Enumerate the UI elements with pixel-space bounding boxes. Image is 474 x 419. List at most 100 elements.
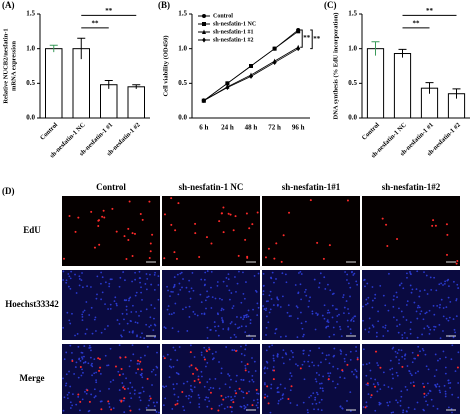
nucleus bbox=[83, 309, 86, 312]
edu-cell bbox=[163, 357, 166, 360]
nucleus bbox=[74, 273, 76, 276]
nucleus bbox=[240, 353, 243, 355]
nucleus bbox=[281, 295, 284, 298]
nucleus bbox=[134, 271, 136, 274]
edu-cell bbox=[309, 199, 312, 202]
edu-cell bbox=[364, 406, 367, 409]
nucleus bbox=[206, 270, 209, 272]
nucleus bbox=[255, 404, 258, 407]
nucleus bbox=[140, 291, 142, 294]
nucleus bbox=[68, 319, 71, 322]
nucleus bbox=[406, 272, 408, 275]
nucleus bbox=[332, 326, 335, 329]
nucleus bbox=[333, 347, 336, 350]
edu-cell bbox=[97, 224, 100, 227]
x-tick-label: Control bbox=[39, 121, 59, 141]
significance-label: ** bbox=[92, 19, 100, 27]
nucleus bbox=[63, 358, 66, 361]
edu-cell bbox=[98, 369, 101, 372]
nucleus bbox=[276, 303, 279, 306]
nucleus bbox=[395, 399, 398, 402]
nucleus bbox=[296, 404, 299, 407]
edu-cell bbox=[198, 256, 201, 259]
nucleus bbox=[144, 354, 146, 357]
nucleus bbox=[318, 374, 321, 376]
nucleus bbox=[398, 362, 400, 365]
nucleus bbox=[362, 406, 365, 408]
nucleus bbox=[108, 282, 111, 285]
error-bar bbox=[77, 37, 86, 60]
edu-cell bbox=[77, 216, 80, 219]
nucleus bbox=[398, 323, 401, 326]
nucleus bbox=[334, 386, 337, 389]
nucleus bbox=[82, 362, 85, 364]
nucleus bbox=[162, 385, 164, 388]
nucleus bbox=[305, 294, 308, 297]
nucleus bbox=[284, 273, 287, 276]
nucleus bbox=[230, 378, 232, 381]
nucleus bbox=[438, 306, 441, 309]
nucleus bbox=[404, 353, 407, 356]
y-tick-label: 1.5 bbox=[178, 10, 187, 18]
nucleus bbox=[187, 397, 190, 400]
nucleus bbox=[428, 332, 431, 335]
nucleus bbox=[62, 270, 65, 273]
marker bbox=[201, 98, 206, 104]
nucleus bbox=[447, 406, 450, 409]
nucleus bbox=[300, 322, 303, 325]
nucleus bbox=[338, 313, 340, 316]
nucleus bbox=[188, 290, 191, 293]
nucleus bbox=[421, 347, 424, 350]
edu-cell bbox=[272, 378, 275, 381]
nucleus bbox=[425, 394, 428, 397]
nucleus bbox=[185, 286, 188, 289]
edu-cell bbox=[176, 402, 179, 405]
nucleus bbox=[375, 335, 378, 338]
error-bar bbox=[371, 41, 380, 56]
nucleus bbox=[226, 285, 228, 287]
nucleus bbox=[355, 280, 358, 283]
nucleus bbox=[104, 303, 106, 306]
nucleus bbox=[273, 281, 275, 284]
x-tick-label: 24 h bbox=[221, 124, 234, 132]
nucleus bbox=[221, 317, 223, 319]
nucleus bbox=[81, 356, 83, 359]
nucleus bbox=[200, 312, 203, 315]
nucleus bbox=[86, 285, 88, 288]
nucleus bbox=[416, 401, 419, 404]
nucleus bbox=[153, 317, 155, 320]
edu-cell bbox=[101, 215, 104, 218]
edu-cell bbox=[217, 409, 220, 412]
nucleus bbox=[134, 389, 136, 392]
nucleus bbox=[172, 291, 174, 293]
nucleus bbox=[179, 288, 182, 291]
nucleus bbox=[411, 288, 414, 291]
nucleus bbox=[365, 405, 368, 408]
nucleus bbox=[235, 374, 238, 377]
nucleus bbox=[438, 283, 441, 286]
nucleus bbox=[193, 386, 196, 389]
micrograph-background bbox=[162, 270, 260, 340]
nucleus bbox=[436, 383, 439, 386]
nucleus bbox=[109, 303, 112, 306]
nucleus bbox=[307, 411, 309, 414]
nucleus bbox=[171, 408, 174, 410]
nucleus bbox=[233, 333, 236, 336]
nucleus bbox=[320, 382, 323, 385]
nucleus bbox=[387, 404, 390, 407]
nucleus bbox=[178, 346, 181, 348]
nucleus bbox=[336, 383, 339, 386]
nucleus bbox=[442, 307, 445, 309]
nucleus bbox=[257, 272, 260, 275]
nucleus bbox=[307, 354, 310, 357]
nucleus bbox=[191, 390, 194, 393]
nucleus bbox=[234, 276, 236, 278]
nucleus bbox=[347, 325, 350, 328]
nucleus bbox=[401, 337, 404, 339]
nucleus bbox=[314, 328, 317, 331]
nucleus bbox=[417, 345, 420, 348]
edu-cell bbox=[379, 366, 382, 369]
nucleus bbox=[404, 385, 407, 388]
nucleus bbox=[85, 301, 88, 303]
edu-cell bbox=[193, 380, 196, 383]
